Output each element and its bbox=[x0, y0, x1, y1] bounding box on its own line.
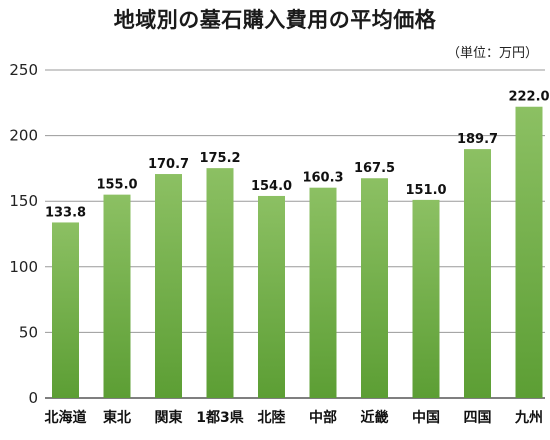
data-label: 170.7 bbox=[148, 157, 189, 172]
bar bbox=[52, 222, 79, 398]
x-tick-label: 中部 bbox=[309, 409, 337, 426]
bar bbox=[309, 187, 337, 398]
x-tick-label: 1都3県 bbox=[196, 410, 243, 426]
y-tick-label: 200 bbox=[9, 127, 38, 145]
bar bbox=[515, 106, 543, 399]
data-label: 154.0 bbox=[251, 179, 292, 194]
x-tick-label: 北陸 bbox=[258, 409, 286, 426]
x-tick-label: 中国 bbox=[412, 409, 440, 426]
x-tick-label: 四国 bbox=[464, 410, 492, 426]
x-tick-label: 九州 bbox=[514, 410, 543, 426]
bar bbox=[361, 178, 388, 398]
data-label: 189.7 bbox=[457, 132, 498, 147]
data-label: 151.0 bbox=[405, 183, 446, 198]
data-label: 167.5 bbox=[354, 161, 395, 176]
data-labels: 133.8 155.0 170.7 175.2 154.0 160.3 167.5 151.0… bbox=[45, 90, 550, 221]
y-axis: 0 50 100 150 200 250 bbox=[9, 61, 545, 407]
data-label: 155.0 bbox=[96, 178, 137, 193]
x-tick-label: 近畿 bbox=[361, 409, 389, 426]
unit-label: （単位：万円） bbox=[446, 46, 538, 61]
data-label: 160.3 bbox=[302, 171, 343, 186]
data-label: 133.8 bbox=[45, 205, 86, 220]
y-tick-label: 0 bbox=[28, 389, 38, 407]
bar bbox=[103, 194, 131, 398]
bar bbox=[464, 149, 491, 398]
x-tick-label: 東北 bbox=[103, 409, 131, 426]
bar bbox=[412, 199, 440, 398]
y-tick-label: 150 bbox=[9, 192, 38, 210]
bar bbox=[206, 168, 234, 398]
data-label: 222.0 bbox=[508, 90, 549, 105]
x-tick-label: 北海道 bbox=[45, 409, 87, 426]
bars bbox=[52, 106, 543, 399]
y-tick-label: 50 bbox=[19, 323, 38, 341]
y-tick-label: 100 bbox=[9, 258, 38, 276]
x-tick-label: 関東 bbox=[155, 409, 183, 426]
bar bbox=[155, 174, 182, 398]
data-label: 175.2 bbox=[199, 151, 240, 166]
y-tick-label: 250 bbox=[9, 61, 38, 79]
chart-title: 地域別の墓石購入費用の平均価格 bbox=[113, 8, 437, 32]
x-axis: 北海道 東北 関東 1都3県 北陸 中部 近畿 中国 四国 九州 bbox=[45, 409, 544, 426]
bar bbox=[258, 195, 285, 398]
